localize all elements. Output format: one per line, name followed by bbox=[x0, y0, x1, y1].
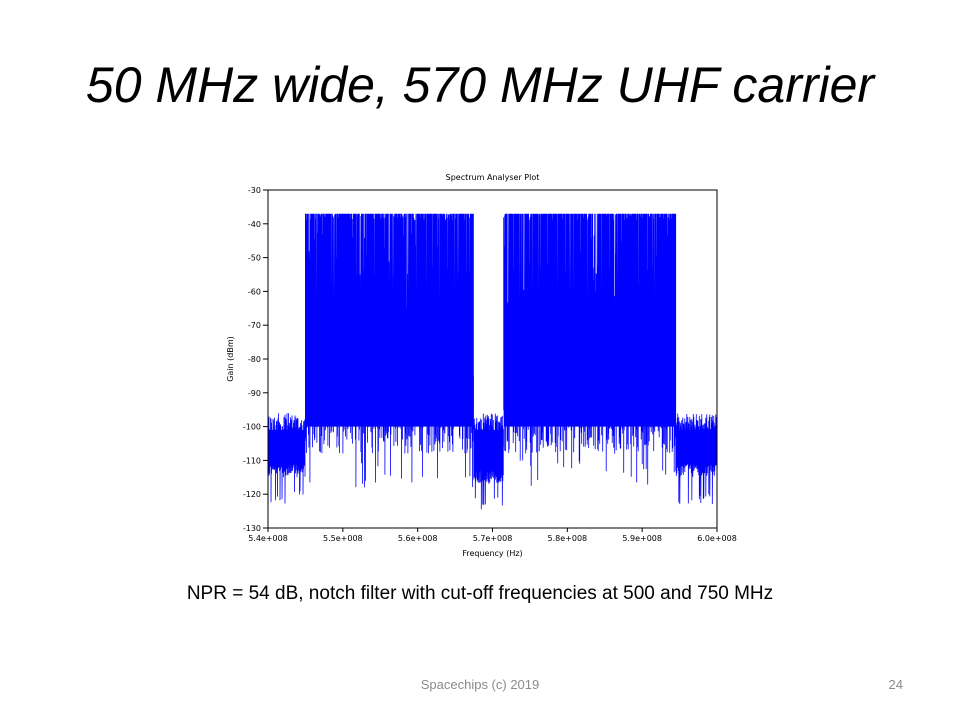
y-tick-label: -60 bbox=[248, 287, 261, 296]
y-axis: -30 -40 -50 -60 -70 -80 -90 -100 -110 -120 -130 bbox=[243, 186, 268, 533]
noise-floor-trace bbox=[675, 413, 718, 505]
y-tick-label: -70 bbox=[248, 321, 261, 330]
y-tick-label: -90 bbox=[248, 389, 261, 398]
chart-title: Spectrum Analyser Plot bbox=[446, 173, 540, 182]
slide-number: 24 bbox=[888, 677, 903, 692]
y-tick-label: -40 bbox=[248, 220, 261, 229]
noise-floor-core bbox=[268, 429, 306, 447]
noise-floor-trace bbox=[267, 413, 306, 504]
y-tick-label: -50 bbox=[248, 254, 261, 263]
chart-svg: Spectrum Analyser Plot 5.4e+008 5.5e+008 5… bbox=[226, 173, 737, 558]
x-tick-label: 5.7e+008 bbox=[473, 534, 513, 543]
y-tick-label: -110 bbox=[243, 456, 261, 465]
slide-caption: NPR = 54 dB, notch filter with cut-off f… bbox=[186, 583, 774, 604]
y-tick-label: -80 bbox=[248, 355, 261, 364]
x-axis-title: Frequency (Hz) bbox=[462, 549, 522, 558]
x-tick-label: 5.4e+008 bbox=[248, 534, 288, 543]
y-tick-label: -100 bbox=[243, 423, 261, 432]
signal-band-core bbox=[503, 375, 676, 427]
x-tick-label: 5.5e+008 bbox=[323, 534, 363, 543]
y-axis-title: Gain (dBm) bbox=[226, 336, 235, 382]
noise-floor-core bbox=[473, 429, 504, 447]
y-tick-label: -130 bbox=[243, 524, 261, 533]
signal-band-trace bbox=[305, 213, 474, 488]
slide-title: 50 MHz wide, 570 MHz UHF carrier bbox=[85, 57, 875, 113]
signal-band-core bbox=[305, 375, 474, 427]
noise-floor-trace bbox=[473, 413, 504, 510]
footer-copyright: Spacechips (c) 2019 bbox=[420, 677, 540, 692]
spectrum-chart: Spectrum Analyser Plot 5.4e+008 5.5e+008 5… bbox=[215, 168, 745, 568]
spectrum-trace bbox=[267, 213, 718, 510]
y-tick-label: -120 bbox=[243, 490, 261, 499]
x-axis: 5.4e+008 5.5e+008 5.6e+008 5.7e+008 5.8e+008… bbox=[248, 528, 737, 543]
signal-band-trace bbox=[503, 213, 677, 486]
x-tick-label: 6.0e+008 bbox=[697, 534, 737, 543]
x-tick-label: 5.8e+008 bbox=[548, 534, 588, 543]
x-tick-label: 5.9e+008 bbox=[622, 534, 662, 543]
noise-floor-core bbox=[675, 429, 717, 447]
x-tick-label: 5.6e+008 bbox=[398, 534, 438, 543]
y-tick-label: -30 bbox=[248, 186, 261, 195]
